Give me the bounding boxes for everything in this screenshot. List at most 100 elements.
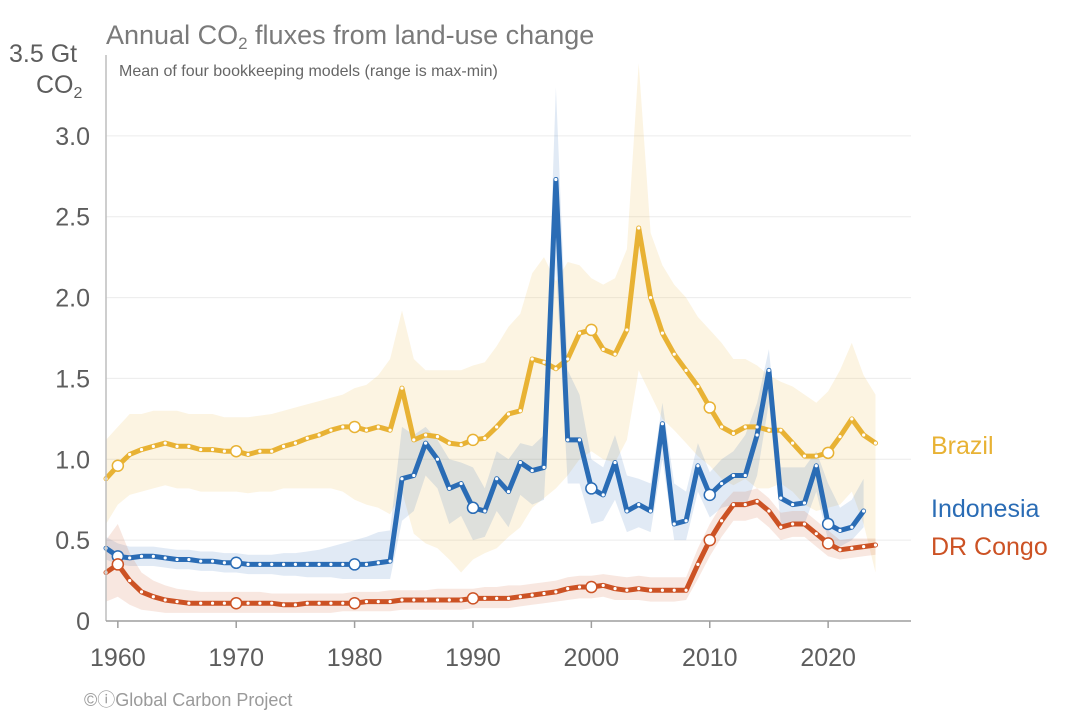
- data-point: [802, 454, 807, 458]
- data-point: [637, 502, 641, 507]
- data-point: [696, 384, 700, 389]
- data-point: [506, 490, 511, 494]
- data-point: [613, 587, 617, 591]
- data-point: [424, 441, 428, 445]
- data-point: [613, 352, 617, 356]
- data-point: [495, 425, 499, 429]
- data-point: [862, 433, 866, 437]
- data-point: [400, 477, 404, 481]
- data-point: [305, 601, 309, 605]
- data-point: [400, 386, 404, 390]
- data-point: [672, 588, 676, 592]
- x-tick-label: 1990: [445, 644, 501, 672]
- data-point: [648, 509, 653, 513]
- data-point: [348, 420, 361, 434]
- data-point: [637, 226, 641, 230]
- data-point: [341, 562, 345, 567]
- data-point: [281, 603, 286, 607]
- data-point: [566, 357, 570, 361]
- data-point: [329, 601, 333, 605]
- series-dots: [104, 177, 878, 610]
- data-point: [388, 428, 392, 432]
- data-point: [601, 493, 605, 497]
- data-point: [128, 452, 132, 457]
- data-point: [229, 596, 243, 610]
- data-point: [518, 460, 522, 465]
- legend-label-brazil: Brazil: [931, 432, 994, 460]
- data-point: [199, 601, 203, 605]
- data-point: [447, 486, 451, 490]
- data-point: [779, 428, 783, 432]
- data-point: [435, 457, 440, 461]
- data-point: [151, 444, 155, 448]
- data-point: [791, 502, 795, 507]
- data-point: [376, 425, 380, 429]
- data-point: [163, 598, 167, 602]
- y-tick-label: 1.0: [55, 446, 90, 474]
- y-tick-label: 2.0: [55, 285, 90, 313]
- data-point: [293, 562, 298, 567]
- y-tick-label: 0.5: [55, 527, 90, 555]
- data-point: [755, 425, 759, 429]
- data-point: [447, 598, 451, 602]
- y-tick-label: 1.5: [55, 365, 90, 393]
- gridlines: [106, 135, 911, 541]
- data-point: [222, 561, 226, 565]
- data-point: [577, 331, 582, 335]
- data-point: [731, 473, 736, 478]
- data-point: [767, 509, 771, 513]
- data-point: [554, 367, 558, 371]
- data-point: [743, 502, 747, 507]
- data-point: [459, 481, 463, 486]
- x-tick-label: 1980: [327, 644, 383, 672]
- data-point: [506, 596, 511, 600]
- data-point: [222, 601, 226, 605]
- data-point: [412, 473, 416, 478]
- data-point: [648, 588, 653, 592]
- data-point: [270, 562, 274, 567]
- data-point: [459, 443, 463, 447]
- data-point: [139, 447, 144, 452]
- data-point: [329, 562, 333, 567]
- data-point: [229, 556, 243, 570]
- data-point: [838, 528, 842, 533]
- data-point: [128, 578, 132, 583]
- data-point: [258, 449, 262, 453]
- data-point: [364, 428, 369, 432]
- data-point: [341, 425, 345, 429]
- data-point: [151, 554, 155, 558]
- data-point: [163, 556, 167, 560]
- data-point: [341, 601, 345, 605]
- data-point: [210, 559, 215, 563]
- data-point: [435, 598, 440, 602]
- data-point: [128, 556, 132, 560]
- range-band-brazil: [106, 63, 876, 573]
- data-point: [814, 464, 818, 468]
- x-tick-label: 1970: [208, 644, 264, 672]
- data-point: [412, 438, 416, 442]
- data-point: [506, 412, 511, 416]
- data-point: [199, 559, 203, 563]
- data-point: [767, 428, 771, 432]
- data-point: [246, 562, 250, 567]
- data-point: [703, 401, 716, 414]
- data-point: [779, 496, 783, 500]
- data-point: [329, 428, 333, 432]
- data-point: [601, 347, 605, 351]
- data-point: [139, 554, 144, 558]
- y-tick-label: 0: [76, 608, 90, 636]
- data-point: [210, 447, 215, 452]
- data-point: [672, 522, 676, 526]
- data-point: [862, 545, 866, 549]
- data-point: [802, 522, 807, 526]
- data-point: [850, 417, 854, 421]
- data-point: [222, 449, 226, 453]
- data-point: [542, 465, 546, 469]
- data-point: [684, 519, 688, 523]
- data-point: [187, 557, 191, 562]
- legend-label-indonesia: Indonesia: [931, 495, 1040, 523]
- data-point: [111, 459, 125, 473]
- data-point: [684, 368, 688, 372]
- title-suffix: fluxes from land-use change: [247, 20, 595, 50]
